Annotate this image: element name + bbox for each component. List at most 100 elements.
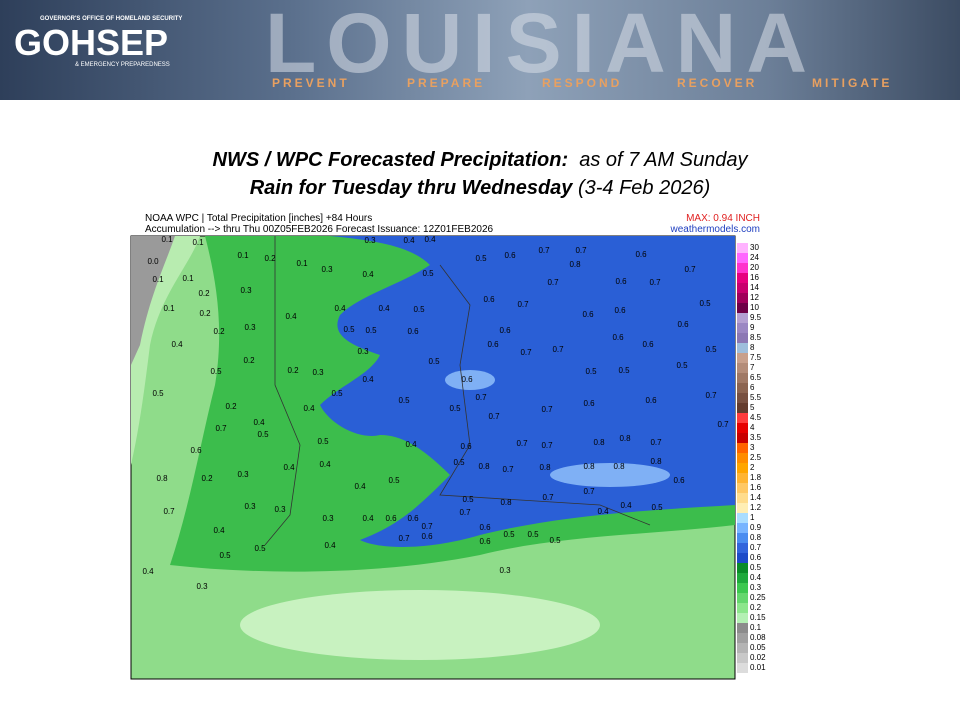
legend-label: 5: [750, 403, 755, 412]
legend-swatch: [737, 563, 748, 573]
map-label: 0.2: [199, 309, 211, 318]
legend-swatch: [737, 653, 748, 663]
map-label: 0.2: [264, 254, 276, 263]
map-label: 0.4: [378, 304, 390, 313]
map-label: 0.6: [642, 340, 654, 349]
map-label: 0.5: [388, 476, 400, 485]
map-label: 0.2: [213, 327, 225, 336]
legend-label: 6: [750, 383, 755, 392]
legend-label: 3.5: [750, 433, 762, 442]
map-label: 0.6: [677, 320, 689, 329]
legend-label: 24: [750, 253, 759, 262]
map-label: 0.5: [398, 396, 410, 405]
map-label: 0.7: [684, 265, 696, 274]
legend-label: 8.5: [750, 333, 762, 342]
map-label: 0.6: [612, 333, 624, 342]
taglines: PREVENT PREPARE RESPOND RECOVER MITIGATE: [272, 76, 889, 90]
map-label: 0.8: [650, 457, 662, 466]
map-label: 0.7: [717, 420, 729, 429]
map-label: 0.8: [583, 462, 595, 471]
legend-swatch: [737, 513, 748, 523]
map-label: 0.6: [504, 251, 516, 260]
legend-label: 1.4: [750, 493, 762, 502]
map-label: 0.0: [147, 257, 159, 266]
legend-swatch: [737, 623, 748, 633]
map-label: 0.6: [461, 375, 473, 384]
legend-swatch: [737, 313, 748, 323]
map-label: 0.3: [322, 514, 334, 523]
legend-swatch: [737, 643, 748, 653]
map-label: 0.5: [503, 530, 515, 539]
map-label: 0.4: [403, 236, 415, 245]
legend-swatch: [737, 583, 748, 593]
map-label: 0.1: [296, 259, 308, 268]
map-label: 0.8: [500, 498, 512, 507]
map-label: 0.7: [583, 487, 595, 496]
high-zone: [550, 463, 670, 487]
map-label: 0.5: [676, 361, 688, 370]
map-label: 0.7: [502, 465, 514, 474]
map-label: 0.5: [699, 299, 711, 308]
map-label: 0.7: [575, 246, 587, 255]
legend-swatch: [737, 323, 748, 333]
map-label: 0.4: [171, 340, 183, 349]
map-label: 0.1: [161, 235, 173, 244]
legend-label: 7.5: [750, 353, 762, 362]
map-label: 0.4: [303, 404, 315, 413]
map-label: 0.5: [317, 437, 329, 446]
map-label: 0.4: [334, 304, 346, 313]
map-label: 0.8: [593, 438, 605, 447]
title-rest: as of 7 AM Sunday: [579, 149, 748, 171]
map-label: 0.3: [364, 236, 376, 245]
map-label: 0.8: [619, 434, 631, 443]
map-label: 0.5: [462, 495, 474, 504]
legend-swatch: [737, 473, 748, 483]
map-label: 0.1: [152, 275, 164, 284]
legend-swatch: [737, 433, 748, 443]
legend-swatch: [737, 423, 748, 433]
legend-swatch: [737, 593, 748, 603]
tagline: PREVENT: [272, 76, 350, 90]
legend-label: 16: [750, 273, 759, 282]
legend-swatch: [737, 333, 748, 343]
map-label: 0.5: [343, 325, 355, 334]
map-label: 0.6: [615, 277, 627, 286]
map-label: 0.7: [475, 393, 487, 402]
title-bold: NWS / WPC Forecasted Precipitation:: [212, 149, 569, 171]
title-bold: Rain for Tuesday thru Wednesday: [249, 177, 573, 199]
map-label: 0.7: [541, 405, 553, 414]
legend-label: 0.7: [750, 543, 762, 552]
map-label: 0.8: [613, 462, 625, 471]
legend-swatch: [737, 503, 748, 513]
map-label: 0.7: [520, 348, 532, 357]
map-label: 0.6: [407, 327, 419, 336]
map-label: 0.1: [237, 251, 249, 260]
legend-label: 0.3: [750, 583, 762, 592]
map-label: 0.7: [398, 534, 410, 543]
legend-swatch: [737, 263, 748, 273]
map-label: 0.5: [705, 345, 717, 354]
legend: 302420161412109.598.587.576.565.554.543.…: [737, 243, 766, 673]
map-label: 0.3: [274, 505, 286, 514]
legend-swatch: [737, 443, 748, 453]
legend-swatch: [737, 603, 748, 613]
dry-zone: [131, 236, 175, 365]
map-label: 0.4: [324, 541, 336, 550]
map-label: 0.2: [225, 402, 237, 411]
legend-label: 0.8: [750, 533, 762, 542]
map-label: 0.1: [163, 304, 175, 313]
legend-label: 0.08: [750, 633, 766, 642]
map-label: 0.6: [190, 446, 202, 455]
tagline: PREPARE: [407, 76, 485, 90]
legend-label: 0.5: [750, 563, 762, 572]
map-label: 0.7: [547, 278, 559, 287]
map-label: 0.4: [213, 526, 225, 535]
map-label: 0.3: [499, 566, 511, 575]
legend-swatch: [737, 413, 748, 423]
map-label: 0.8: [539, 463, 551, 472]
map-label: 0.2: [243, 356, 255, 365]
legend-label: 0.15: [750, 613, 766, 622]
map-label: 0.1: [192, 238, 204, 247]
map-label: 0.8: [478, 462, 490, 471]
source: weathermodels.com: [670, 224, 760, 235]
